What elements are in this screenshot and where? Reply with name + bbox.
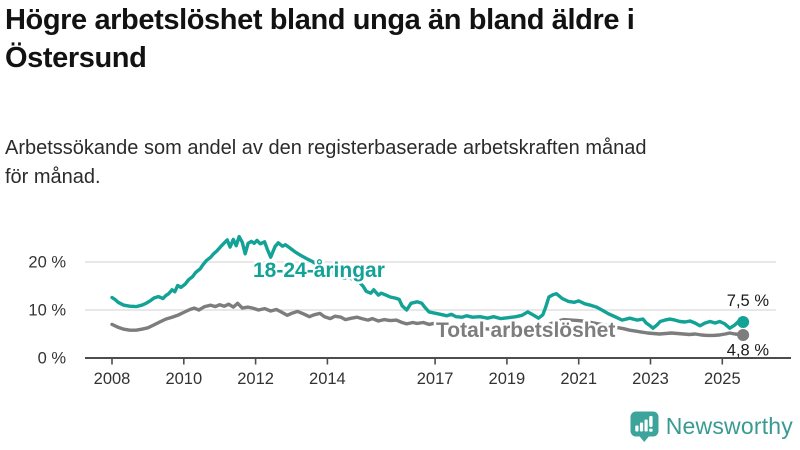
x-tick-label: 2017 xyxy=(417,370,454,388)
x-tick-label: 2008 xyxy=(94,370,131,388)
y-tick-label: 20 % xyxy=(28,254,66,272)
series-end-value-label: 4,8 % xyxy=(727,341,770,359)
x-tick-label: 2010 xyxy=(165,370,202,388)
x-tick-label: 2025 xyxy=(704,370,741,388)
x-tick-label: 2023 xyxy=(632,370,669,388)
y-tick-label: 0 % xyxy=(38,350,67,368)
series-end-dot xyxy=(737,328,750,341)
series-end-dot xyxy=(737,316,750,328)
page-subtitle: Arbetssökande som andel av den registerb… xyxy=(5,137,647,188)
bar-chart-speech-bubble-icon xyxy=(630,411,659,442)
newsworthy-wordmark: Newsworthy xyxy=(665,413,793,439)
x-tick-label: 2012 xyxy=(237,370,274,388)
newsworthy-logo: Newsworthy xyxy=(630,411,793,442)
series-line xyxy=(110,234,745,330)
x-tick-label: 2019 xyxy=(489,370,526,388)
series-end-value-label: 7,5 % xyxy=(727,292,770,310)
x-tick-label: 2021 xyxy=(560,370,597,388)
series-label: Total arbetslöshet xyxy=(436,319,615,342)
page-title: Högre arbetslöshet bland unga än bland ä… xyxy=(5,4,635,74)
series-line xyxy=(110,301,745,338)
x-tick-label: 2014 xyxy=(309,370,346,388)
series-label: 18-24-åringar xyxy=(253,259,385,282)
y-tick-label: 10 % xyxy=(28,302,66,320)
